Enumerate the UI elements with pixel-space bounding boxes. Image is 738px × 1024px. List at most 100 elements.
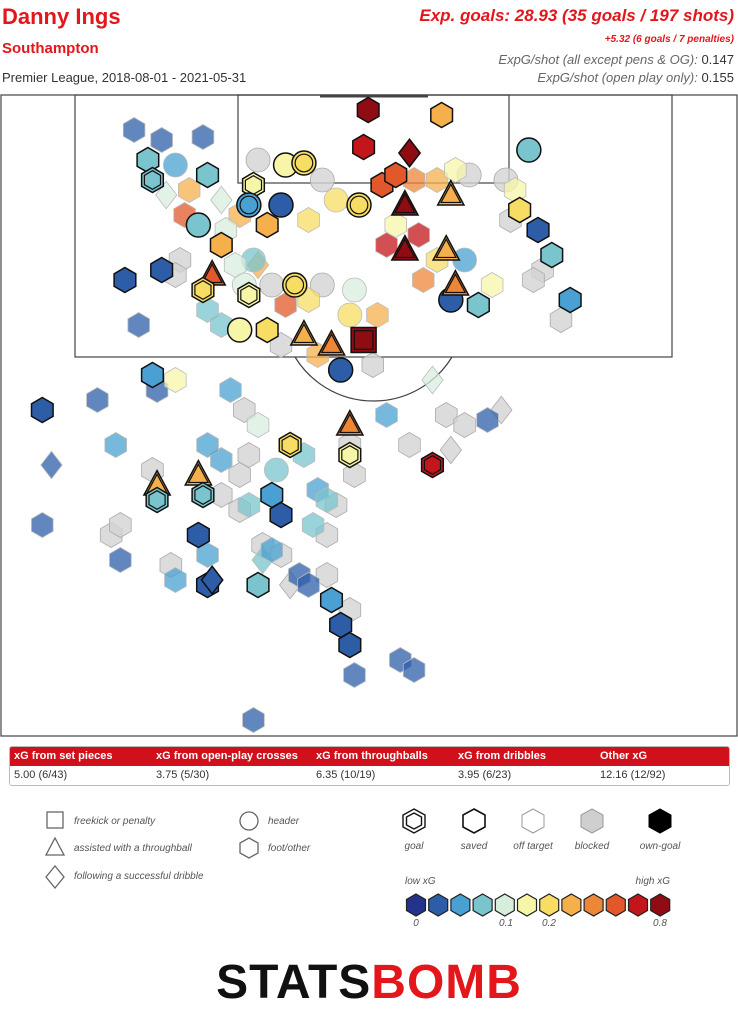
shot-marker-hexagon	[522, 267, 545, 293]
shot-marker-hexagon	[375, 402, 398, 428]
pitch-lines	[0, 94, 738, 737]
shot-marker-hexagon	[195, 161, 220, 189]
outcome-legend	[402, 808, 672, 834]
shot-marker-hexagon	[297, 207, 320, 233]
shot-marker-hexagon	[315, 487, 339, 513]
shot-marker-circle	[516, 137, 542, 163]
shot-marker-hexagon	[246, 571, 270, 599]
shot-marker-hexagon	[384, 161, 408, 189]
outcome-goal-label: goal	[405, 841, 425, 852]
legend: freekick or penalty assisted with a thro…	[44, 808, 681, 929]
shot-marker-hexagon	[269, 501, 293, 529]
shot-marker-hexagon	[444, 157, 467, 183]
scale-swatch	[450, 893, 471, 917]
shot-marker-hexagon	[109, 512, 132, 538]
hexagon-icon	[239, 837, 259, 859]
scale-swatch	[605, 893, 626, 917]
shot-marker-hexagon	[232, 397, 256, 423]
shot-marker-hexagon	[191, 481, 215, 509]
legend-freekick-label: freekick or penalty	[74, 816, 156, 827]
shot-marker-hexagon	[191, 276, 215, 304]
outcome-saved-label: saved	[461, 841, 488, 852]
outcome-blocked-icon	[580, 808, 604, 834]
scale-tick-0: 0	[413, 918, 419, 929]
shot-marker-diamond	[397, 138, 422, 168]
shot-marker-triangle	[289, 319, 319, 346]
shot-marker-hexagon	[480, 272, 504, 298]
shot-marker-diamond	[439, 435, 462, 465]
shot-marker-hexagon	[356, 96, 380, 124]
square-icon	[46, 811, 64, 829]
shot-marker-hexagon	[196, 432, 219, 458]
shot-marker-hexagon	[242, 707, 265, 733]
scale-swatch	[627, 893, 649, 917]
shot-marker-hexagon	[150, 127, 173, 153]
value-dribbles: 3.95 (6/23)	[458, 769, 512, 781]
xg-open-play-row: ExpG/shot (open play only): 0.155	[537, 70, 734, 85]
shot-marker-diamond	[40, 450, 63, 480]
shot-marker-hexagon	[255, 316, 279, 344]
shot-marker-hexagon	[145, 486, 169, 514]
shot-marker-hexagon	[150, 256, 174, 284]
shot-marker-hexagon	[104, 432, 127, 458]
shot-marker-circle	[342, 277, 367, 303]
shot-marker-circle	[346, 192, 372, 218]
outcome-own-goal-icon	[648, 808, 672, 834]
shot-marker-hexagon	[31, 512, 54, 538]
logo-text-stats: STATS	[216, 956, 372, 1009]
shot-marker-hexagon	[210, 312, 233, 338]
xg-open-play-value: 0.155	[701, 70, 734, 85]
shot-marker-hexagon	[164, 567, 187, 593]
diamond-icon	[45, 864, 65, 890]
shot-marker-circle	[323, 187, 349, 213]
shot-map	[0, 94, 738, 737]
shot-marker-hexagon	[315, 562, 339, 588]
shot-marker-hexagon	[540, 241, 564, 269]
scale-swatch	[539, 893, 560, 917]
shot-marker-triangle	[183, 459, 213, 486]
shot-marker-triangle	[441, 269, 470, 296]
shot-marker-hexagon	[196, 297, 219, 323]
shot-marker-circle	[268, 192, 294, 218]
shot-marker-hexagon	[127, 312, 150, 338]
shot-marker-hexagon	[255, 211, 279, 239]
shot-marker-hexagon	[420, 451, 445, 479]
outcome-blocked-label: blocked	[575, 841, 610, 852]
xg-per-shot-row: ExpG/shot (all except pens & OG): 0.147	[498, 52, 734, 67]
shot-marker-square	[350, 326, 377, 354]
shot-marker-hexagon	[407, 222, 430, 248]
value-other-xg: 12.16 (12/92)	[600, 769, 666, 781]
expected-goals-total: Exp. goals: 28.93 (35 goals / 197 shots)	[419, 6, 734, 25]
scale-swatch	[561, 893, 582, 917]
shot-marker-hexagon	[260, 537, 284, 563]
shot-marker-triangle	[390, 189, 420, 216]
shot-marker-triangle	[390, 234, 420, 261]
shot-marker-triangle	[335, 409, 365, 436]
shot-marker-triangle	[436, 179, 466, 206]
shot-marker-hexagon	[343, 662, 366, 688]
shot-marker-diamond	[421, 365, 444, 395]
shot-marker-hexagon	[223, 252, 247, 278]
shot-marker-hexagon	[558, 286, 582, 314]
shot-marker-diamond	[210, 185, 233, 215]
shot-marker-hexagon	[122, 117, 146, 143]
shot-marker-hexagon	[466, 291, 490, 319]
shot-marker-hexagon	[109, 547, 132, 573]
legend-header-label: header	[268, 816, 300, 827]
scale-low-label: low xG	[405, 876, 436, 887]
legend-dribble-label: following a successful dribble	[74, 871, 204, 882]
shot-marker-hexagon	[30, 396, 54, 424]
shot-marker-hexagon	[196, 542, 219, 568]
shot-marker-circle	[245, 147, 271, 173]
player-name: Danny Ings	[2, 4, 121, 29]
legend-throughball-label: assisted with a throughball	[74, 843, 193, 854]
shot-marker-hexagon	[186, 521, 210, 549]
scale-tick-0-2: 0.2	[542, 918, 556, 929]
shot-marker-hexagon	[140, 361, 165, 389]
scale-swatch	[516, 893, 538, 917]
outcome-own-goal-label: own-goal	[640, 841, 681, 852]
shot-marker-hexagon	[526, 216, 550, 244]
scale-swatch	[428, 893, 449, 917]
shot-marker-triangle	[431, 234, 461, 261]
shot-marker-circle	[282, 272, 308, 298]
